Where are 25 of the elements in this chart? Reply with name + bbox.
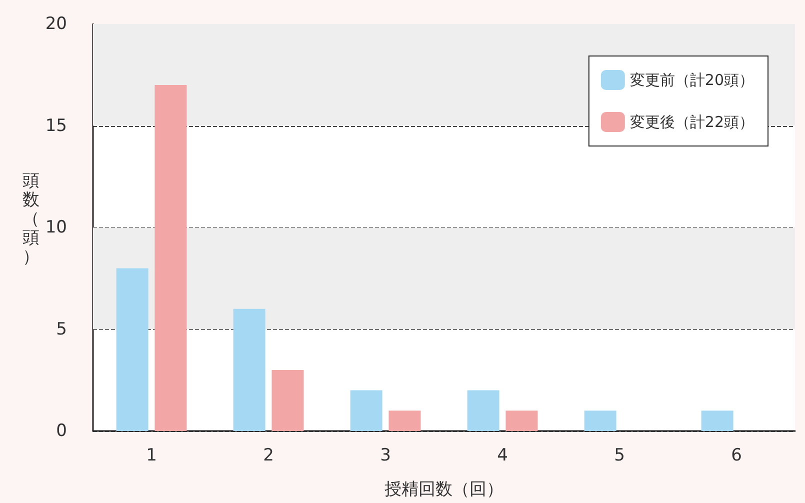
bar xyxy=(116,268,148,431)
bar xyxy=(272,370,304,431)
x-tick-label: 3 xyxy=(380,446,391,466)
bar xyxy=(388,410,421,431)
bar xyxy=(154,85,187,431)
y-tick-label: 15 xyxy=(45,116,67,136)
y-tick-label: 5 xyxy=(56,319,67,340)
x-tick-label: 4 xyxy=(497,446,508,466)
x-tick-label: 1 xyxy=(146,446,157,466)
bar xyxy=(467,390,500,431)
bar xyxy=(584,410,616,431)
bar xyxy=(506,410,538,431)
legend-label: 変更前（計20頭） xyxy=(630,71,754,89)
x-tick-label: 6 xyxy=(731,446,742,466)
bar xyxy=(233,308,266,431)
x-axis-title: 授精回数（回） xyxy=(384,480,504,500)
bar xyxy=(701,410,734,431)
x-tick-label: 5 xyxy=(614,446,625,466)
y-tick-label: 20 xyxy=(45,14,67,34)
y-axis-title: 頭数（頭） xyxy=(22,171,40,267)
y-tick-label: 0 xyxy=(56,421,67,441)
y-tick-label: 10 xyxy=(45,218,67,238)
bar xyxy=(350,390,382,431)
x-tick-label: 2 xyxy=(263,446,274,466)
legend-label: 変更後（計22頭） xyxy=(630,113,754,131)
